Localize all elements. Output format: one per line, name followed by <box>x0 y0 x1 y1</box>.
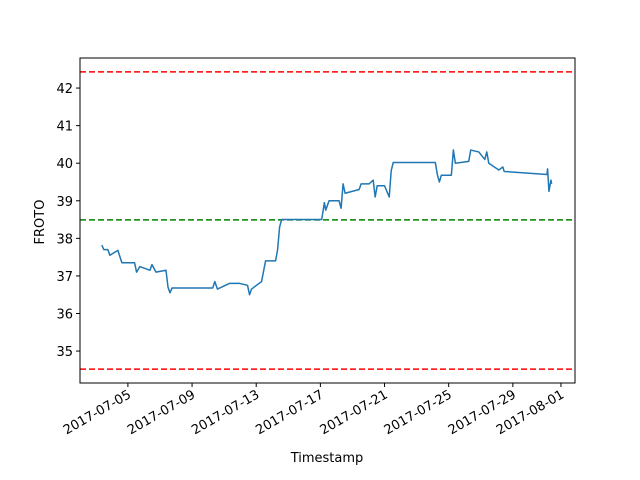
y-tick-label: 40 <box>56 157 73 172</box>
y-tick-label: 39 <box>56 195 73 210</box>
data-line <box>101 149 553 296</box>
y-tick-label: 41 <box>56 120 73 135</box>
y-tick-label: 38 <box>56 232 73 247</box>
y-tick-label: 37 <box>56 270 73 285</box>
plot-frame <box>79 57 576 384</box>
x-axis-label: Timestamp <box>290 451 364 466</box>
y-tick-label: 36 <box>56 307 73 322</box>
y-tick-label: 42 <box>56 82 73 97</box>
y-tick-label: 35 <box>56 345 73 360</box>
y-axis-label: FROTO <box>33 200 48 245</box>
